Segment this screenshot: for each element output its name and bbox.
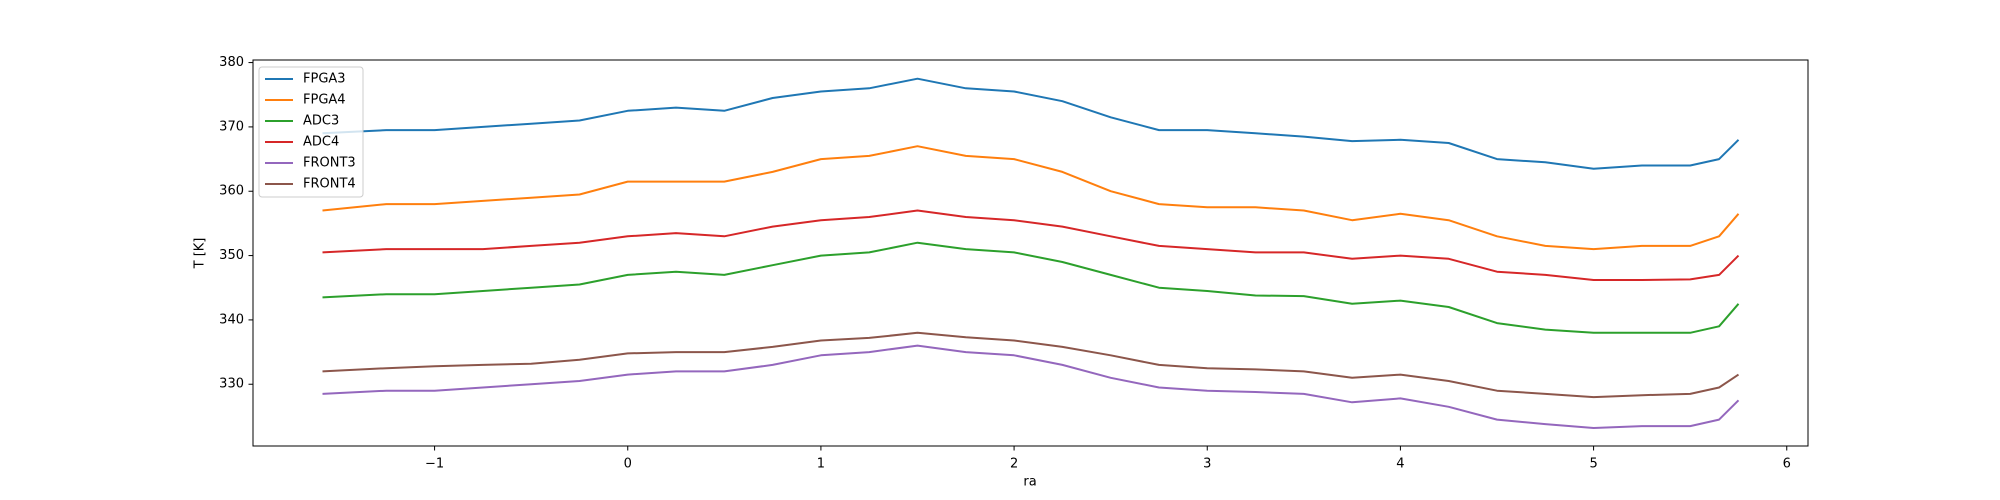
legend-label: FRONT4 [303, 177, 356, 192]
y-tick-label: 360 [219, 184, 244, 199]
legend-label: FPGA4 [303, 93, 346, 108]
series-line [322, 209, 1740, 281]
y-tick-label: 350 [219, 248, 244, 263]
x-tick-label: 2 [1010, 457, 1018, 472]
x-tick-label: 0 [624, 457, 632, 472]
y-tick-label: 370 [219, 119, 244, 134]
x-tick-label: 5 [1589, 457, 1597, 472]
series-line [322, 145, 1740, 251]
x-tick-label: 6 [1783, 457, 1791, 472]
series-line [322, 344, 1740, 429]
series-line [322, 331, 1740, 399]
x-tick-label: −1 [425, 457, 444, 472]
x-axis-label: ra [1023, 475, 1036, 490]
legend-label: ADC4 [303, 135, 339, 150]
y-tick-label: 330 [219, 377, 244, 392]
y-tick-label: 340 [219, 312, 244, 327]
x-tick-label: 3 [1203, 457, 1211, 472]
x-tick-label: 4 [1396, 457, 1404, 472]
series-line [322, 77, 1740, 170]
legend-label: ADC3 [303, 114, 339, 129]
x-tick-label: 1 [817, 457, 825, 472]
y-tick-label: 380 [219, 55, 244, 70]
legend-label: FRONT3 [303, 156, 356, 171]
legend-label: FPGA3 [303, 72, 346, 87]
plot-frame [252, 59, 1809, 447]
series-line [322, 241, 1740, 334]
y-axis-label: T [K] [193, 238, 208, 270]
